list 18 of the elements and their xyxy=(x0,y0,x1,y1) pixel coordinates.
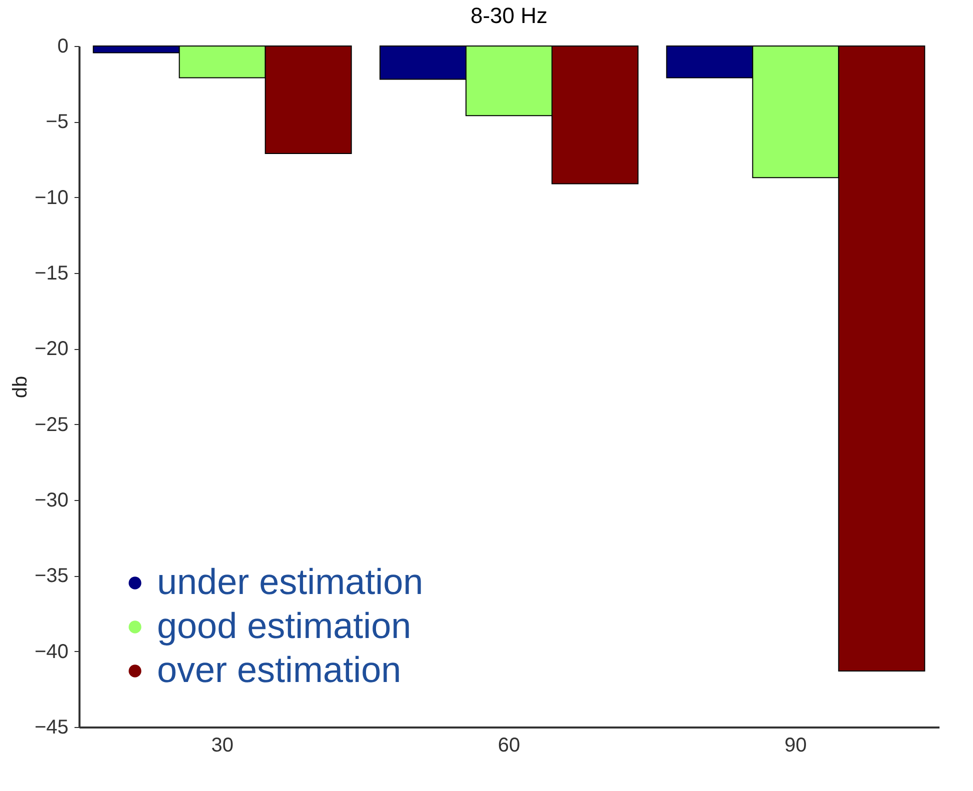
legend-label: good estimation xyxy=(157,605,412,646)
y-tick-label: −5 xyxy=(46,111,68,134)
x-tick-label: 30 xyxy=(211,734,234,756)
y-tick-label: −10 xyxy=(34,186,68,209)
y-tick-label: −45 xyxy=(34,716,68,738)
y-tick-label: −25 xyxy=(34,414,68,436)
x-tick-label: 90 xyxy=(784,734,807,756)
y-tick-label: −35 xyxy=(34,565,68,588)
y-tick-label: −40 xyxy=(34,640,68,663)
y-tick-label: −20 xyxy=(34,338,68,360)
y-tick-label: −30 xyxy=(34,490,68,512)
y-tick-label: −15 xyxy=(34,262,68,284)
x-tick-label: 60 xyxy=(498,734,520,756)
legend-label: over estimation xyxy=(157,649,402,690)
legend-label: under estimation xyxy=(157,561,424,602)
chart-title: 8-30 Hz xyxy=(470,3,548,28)
y-tick-label: 0 xyxy=(57,36,68,58)
y-axis-title: db xyxy=(10,376,32,398)
